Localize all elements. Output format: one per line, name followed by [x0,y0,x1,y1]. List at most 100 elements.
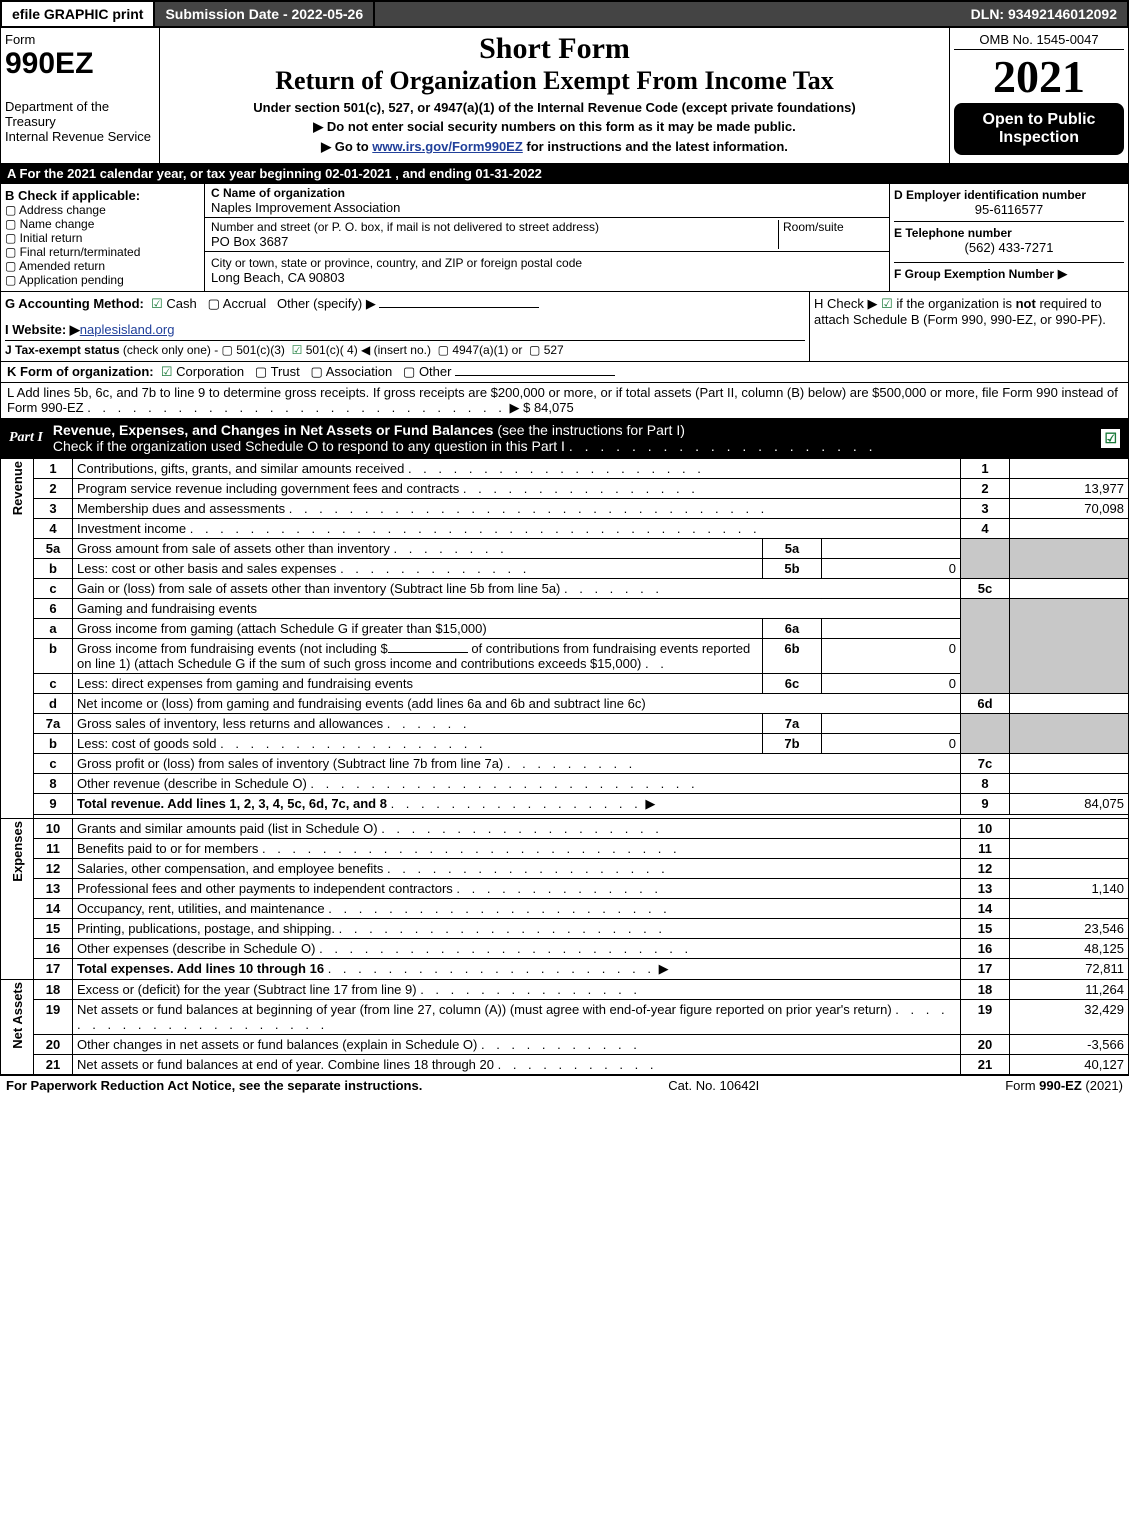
l6a-txt: Gross income from gaming (attach Schedul… [73,619,763,639]
c-city-label: City or town, state or province, country… [211,256,883,270]
l8-v [1010,774,1129,794]
tax-year: 2021 [954,50,1124,103]
l2-num: 2 [34,479,73,499]
l5a-mv [822,539,961,559]
l6d-r: 6d [961,694,1010,714]
l18-r: 18 [961,980,1010,1000]
l5c-txt: Gain or (loss) from sale of assets other… [73,579,961,599]
l11-num: 11 [34,839,73,859]
l14-v [1010,899,1129,919]
l5c-num: c [34,579,73,599]
l9-txt: Total revenue. Add lines 1, 2, 3, 4, 5c,… [73,794,961,815]
part-i-header: Part I Revenue, Expenses, and Changes in… [0,419,1129,458]
dln: DLN: 93492146012092 [961,2,1127,26]
l15-r: 15 [961,919,1010,939]
l4-v [1010,519,1129,539]
g-accrual: Accrual [223,296,266,311]
l21-v: 40,127 [1010,1055,1129,1075]
subtitle-warn: ▶ Do not enter social security numbers o… [164,119,945,135]
ck-name-change[interactable]: ▢ Name change [5,217,200,231]
org-city: Long Beach, CA 90803 [211,270,883,285]
l11-r: 11 [961,839,1010,859]
section-ghijk: G Accounting Method: ☑ Cash ▢ Accrual Ot… [0,292,1129,362]
l5c-v [1010,579,1129,599]
j-row: J Tax-exempt status (check only one) - ▢… [5,340,805,357]
l1-txt: Contributions, gifts, grants, and simila… [73,459,961,479]
l5a-num: 5a [34,539,73,559]
l8-num: 8 [34,774,73,794]
group-arrow: ▶ [1058,266,1068,281]
l14-num: 14 [34,899,73,919]
subtitle-under: Under section 501(c), 527, or 4947(a)(1)… [164,100,945,115]
department: Department of the Treasury Internal Reve… [5,99,155,144]
title-short-form: Short Form [164,32,945,66]
subtitle-goto: ▶ Go to www.irs.gov/Form990EZ for instru… [164,139,945,155]
l7b-num: b [34,734,73,754]
l16-txt: Other expenses (describe in Schedule O) … [73,939,961,959]
l19-num: 19 [34,1000,73,1035]
l17-txt: Total expenses. Add lines 10 through 16 … [73,959,961,980]
l5b-m: 5b [763,559,822,579]
l6b-mv: 0 [822,639,961,674]
section-a: A For the 2021 calendar year, or tax yea… [0,164,1129,184]
ck-h-icon: ☑ [881,296,893,311]
part-check: Check if the organization used Schedule … [53,438,565,454]
l16-r: 16 [961,939,1010,959]
l6c-mv: 0 [822,674,961,694]
ck-application-pending[interactable]: ▢ Application pending [5,273,200,287]
l1-v [1010,459,1129,479]
l13-num: 13 [34,879,73,899]
l10-v [1010,819,1129,839]
goto-link[interactable]: www.irs.gov/Form990EZ [372,139,523,154]
l10-num: 10 [34,819,73,839]
l19-r: 19 [961,1000,1010,1035]
l3-v: 70,098 [1010,499,1129,519]
l8-r: 8 [961,774,1010,794]
l11-txt: Benefits paid to or for members . . . . … [73,839,961,859]
l6c-num: c [34,674,73,694]
ck-amended-return[interactable]: ▢ Amended return [5,259,200,273]
l6a-mv [822,619,961,639]
section-c: C Name of organization Naples Improvemen… [205,184,890,291]
ck-final-return[interactable]: ▢ Final return/terminated [5,245,200,259]
l8-txt: Other revenue (describe in Schedule O) .… [73,774,961,794]
l21-txt: Net assets or fund balances at end of ye… [73,1055,961,1075]
l7c-v [1010,754,1129,774]
l16-v: 48,125 [1010,939,1129,959]
footer-cat: Cat. No. 10642I [668,1078,759,1093]
b-header: B Check if applicable: [5,188,200,203]
l12-txt: Salaries, other compensation, and employ… [73,859,961,879]
ck-initial-return[interactable]: ▢ Initial return [5,231,200,245]
l4-r: 4 [961,519,1010,539]
section-def: D Employer identification number 95-6116… [890,184,1128,291]
g-other: Other (specify) ▶ [277,296,376,311]
l4-num: 4 [34,519,73,539]
org-name: Naples Improvement Association [211,200,883,215]
l14-txt: Occupancy, rent, utilities, and maintena… [73,899,961,919]
l18-v: 11,264 [1010,980,1129,1000]
ein: 95-6116577 [894,202,1124,217]
l6b-m: 6b [763,639,822,674]
l7c-txt: Gross profit or (loss) from sales of inv… [73,754,961,774]
l13-r: 13 [961,879,1010,899]
l17-v: 72,811 [1010,959,1129,980]
l10-txt: Grants and similar amounts paid (list in… [73,819,961,839]
l15-num: 15 [34,919,73,939]
l7a-txt: Gross sales of inventory, less returns a… [73,714,763,734]
form-header: Form 990EZ Department of the Treasury In… [0,28,1129,164]
l6b-txt: Gross income from fundraising events (no… [73,639,763,674]
l7b-txt: Less: cost of goods sold . . . . . . . .… [73,734,763,754]
l20-txt: Other changes in net assets or fund bala… [73,1035,961,1055]
website-link[interactable]: naplesisland.org [80,322,175,337]
side-revenue: Revenue [10,461,25,515]
part-label: Part I [9,430,53,446]
l10-r: 10 [961,819,1010,839]
footer: For Paperwork Reduction Act Notice, see … [0,1075,1129,1095]
room-suite: Room/suite [778,220,883,249]
l21-num: 21 [34,1055,73,1075]
l19-txt: Net assets or fund balances at beginning… [73,1000,961,1035]
efile-print-button[interactable]: efile GRAPHIC print [2,2,155,26]
ck-address-change[interactable]: ▢ Address change [5,203,200,217]
top-bar: efile GRAPHIC print Submission Date - 20… [0,0,1129,28]
lines-table: Revenue 1 Contributions, gifts, grants, … [0,458,1129,1075]
